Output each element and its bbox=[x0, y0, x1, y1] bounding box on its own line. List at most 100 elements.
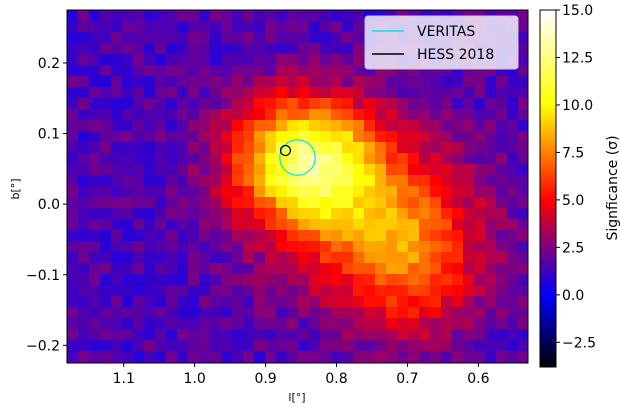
heatmap-cell bbox=[342, 43, 354, 55]
heatmap-cell bbox=[78, 98, 90, 110]
heatmap-cell bbox=[155, 252, 167, 264]
heatmap-cell bbox=[353, 32, 365, 44]
heatmap-cell bbox=[177, 153, 189, 165]
heatmap-cell bbox=[122, 186, 134, 198]
heatmap-cell bbox=[430, 175, 442, 187]
heatmap-cell bbox=[430, 307, 442, 319]
heatmap-cell bbox=[452, 307, 464, 319]
heatmap-cell bbox=[386, 285, 398, 297]
heatmap-cell bbox=[188, 142, 200, 154]
heatmap-cell bbox=[188, 87, 200, 99]
heatmap-cell bbox=[155, 76, 167, 88]
heatmap-cell bbox=[320, 87, 332, 99]
colorbar-ticks: 15.0 12.5 10.0 7.5 5.0 2.5 0.0 −2.5 bbox=[556, 3, 596, 351]
heatmap-cell bbox=[177, 252, 189, 264]
heatmap-cell bbox=[199, 87, 211, 99]
heatmap-cell bbox=[133, 21, 145, 33]
heatmap-cell bbox=[287, 164, 299, 176]
heatmap-cell bbox=[386, 98, 398, 110]
heatmap-cell bbox=[419, 219, 431, 231]
heatmap-cell bbox=[364, 98, 376, 110]
heatmap-cell bbox=[320, 32, 332, 44]
heatmap-cell bbox=[507, 65, 519, 77]
heatmap-cell bbox=[397, 98, 409, 110]
heatmap-cell bbox=[89, 164, 101, 176]
heatmap-cell bbox=[518, 241, 528, 253]
heatmap-cell bbox=[496, 186, 508, 198]
heatmap-cell bbox=[67, 32, 79, 44]
heatmap-cell bbox=[496, 329, 508, 341]
heatmap-cell bbox=[353, 10, 365, 22]
heatmap-cell bbox=[408, 120, 420, 132]
heatmap-cell bbox=[232, 252, 244, 264]
heatmap-cell bbox=[122, 164, 134, 176]
heatmap-cell bbox=[276, 10, 288, 22]
heatmap-cell bbox=[518, 208, 528, 220]
heatmap-cell bbox=[188, 197, 200, 209]
heatmap-cell bbox=[155, 98, 167, 110]
heatmap-cell bbox=[232, 197, 244, 209]
heatmap-cell bbox=[386, 274, 398, 286]
heatmap-cell bbox=[111, 43, 123, 55]
x-axis-ticks: 1.1 1.0 0.9 0.8 0.7 0.6 bbox=[113, 363, 490, 387]
heatmap-cell bbox=[133, 120, 145, 132]
heatmap-cell bbox=[133, 164, 145, 176]
heatmap-cell bbox=[353, 21, 365, 33]
heatmap-cell bbox=[210, 329, 222, 341]
heatmap-cell bbox=[496, 285, 508, 297]
heatmap-cell bbox=[441, 109, 453, 121]
heatmap-cell bbox=[67, 76, 79, 88]
heatmap-cell bbox=[177, 208, 189, 220]
heatmap-cell bbox=[276, 164, 288, 176]
heatmap-cell bbox=[265, 142, 277, 154]
heatmap-cell bbox=[188, 219, 200, 231]
legend-label-veritas: VERITAS bbox=[417, 24, 475, 40]
heatmap-cell bbox=[199, 98, 211, 110]
heatmap-cell bbox=[452, 351, 464, 363]
heatmap-cell bbox=[309, 263, 321, 275]
heatmap-cell bbox=[287, 109, 299, 121]
heatmap-cell bbox=[463, 252, 475, 264]
x-tick-label: 0.9 bbox=[254, 371, 276, 387]
heatmap-cell bbox=[133, 252, 145, 264]
heatmap-cell bbox=[122, 54, 134, 66]
heatmap-cell bbox=[408, 263, 420, 275]
heatmap-cell bbox=[188, 230, 200, 242]
heatmap-cell bbox=[430, 197, 442, 209]
heatmap-cell bbox=[232, 164, 244, 176]
heatmap-cell bbox=[199, 318, 211, 330]
heatmap-cell bbox=[419, 263, 431, 275]
heatmap-cell bbox=[188, 32, 200, 44]
heatmap-cell bbox=[375, 142, 387, 154]
heatmap-cell bbox=[375, 153, 387, 165]
heatmap-cell bbox=[210, 296, 222, 308]
heatmap-cell bbox=[199, 109, 211, 121]
heatmap-cell bbox=[287, 175, 299, 187]
heatmap-cell bbox=[111, 252, 123, 264]
heatmap-cell bbox=[177, 54, 189, 66]
heatmap-cell bbox=[155, 175, 167, 187]
x-tick-label: 0.7 bbox=[396, 371, 418, 387]
heatmap-cell bbox=[144, 241, 156, 253]
heatmap-cell bbox=[210, 285, 222, 297]
heatmap-cell bbox=[298, 164, 310, 176]
heatmap-cell bbox=[78, 340, 90, 352]
heatmap-cell bbox=[89, 285, 101, 297]
heatmap-cell bbox=[320, 76, 332, 88]
heatmap-cell bbox=[474, 164, 486, 176]
heatmap-cell bbox=[188, 186, 200, 198]
heatmap-cell bbox=[100, 318, 112, 330]
heatmap-cell bbox=[507, 263, 519, 275]
heatmap-cell bbox=[298, 219, 310, 231]
heatmap-cell bbox=[199, 219, 211, 231]
heatmap-cell bbox=[166, 120, 178, 132]
heatmap-cell bbox=[353, 241, 365, 253]
heatmap-cell bbox=[496, 296, 508, 308]
heatmap-cell bbox=[309, 164, 321, 176]
heatmap-cell bbox=[364, 197, 376, 209]
heatmap-cell bbox=[298, 65, 310, 77]
heatmap-cell bbox=[111, 76, 123, 88]
colorbar-tick-label: 5.0 bbox=[562, 193, 584, 209]
heatmap-cell bbox=[298, 329, 310, 341]
heatmap-cell bbox=[78, 21, 90, 33]
